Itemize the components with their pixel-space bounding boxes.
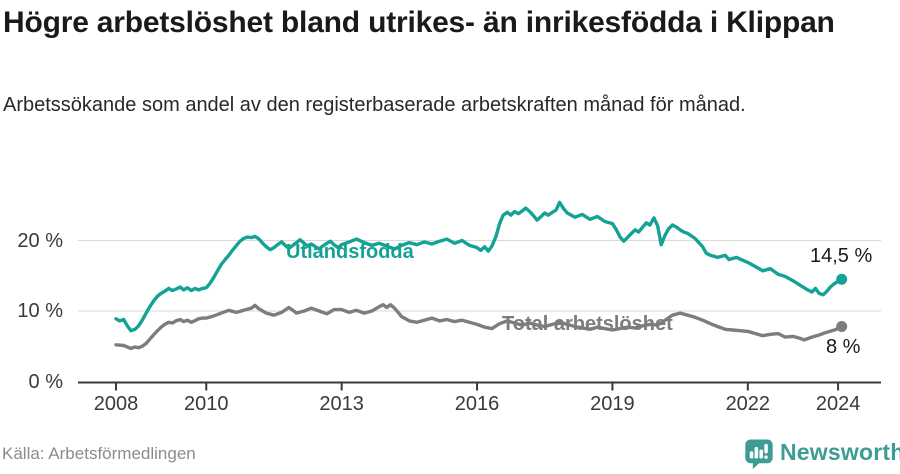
x-tick-label: 2010: [184, 393, 229, 415]
series-line-0: [114, 200, 844, 333]
source-note: Källa: Arbetsförmedlingen: [2, 444, 196, 463]
x-tick-label: 2019: [590, 393, 635, 415]
x-tick-label: 2024: [815, 393, 861, 415]
y-tick-label: 0 %: [28, 370, 63, 393]
line-chart: 20 % 10 % 0 % 2008 2010 2013 2016 2019 2022 2024…: [0, 180, 900, 430]
series-label-total-arbetsloshet: Total arbetslöshet: [502, 313, 673, 335]
chart-title: Högre arbetslöshet bland utrikes- än inr…: [3, 6, 835, 39]
y-tick-label: 10 %: [17, 300, 63, 322]
end-value-total-arbetsloshet: 8 %: [826, 336, 861, 358]
x-tick-label: 2013: [319, 393, 364, 415]
newsworthy-logo-icon: [745, 439, 773, 469]
newsworthy-wordmark: Newsworthy: [780, 439, 900, 465]
series-end-dot-1: [836, 321, 848, 333]
plot-canvas: [78, 200, 881, 391]
series-line-1: [114, 302, 844, 351]
x-tick-label: 2016: [454, 393, 500, 415]
series-end-dot-0: [836, 273, 848, 285]
end-value-utlandsfodda: 14,5 %: [810, 245, 873, 267]
series-label-utlandsfodda: Utlandsfödda: [286, 241, 414, 263]
chart-subtitle: Arbetssökande som andel av den registerb…: [3, 94, 746, 116]
x-tick-label: 2008: [93, 393, 139, 415]
newsworthy-brand: Newsworthy: [744, 437, 900, 471]
x-tick-label: 2022: [725, 393, 771, 415]
y-tick-label: 20 %: [17, 229, 63, 252]
